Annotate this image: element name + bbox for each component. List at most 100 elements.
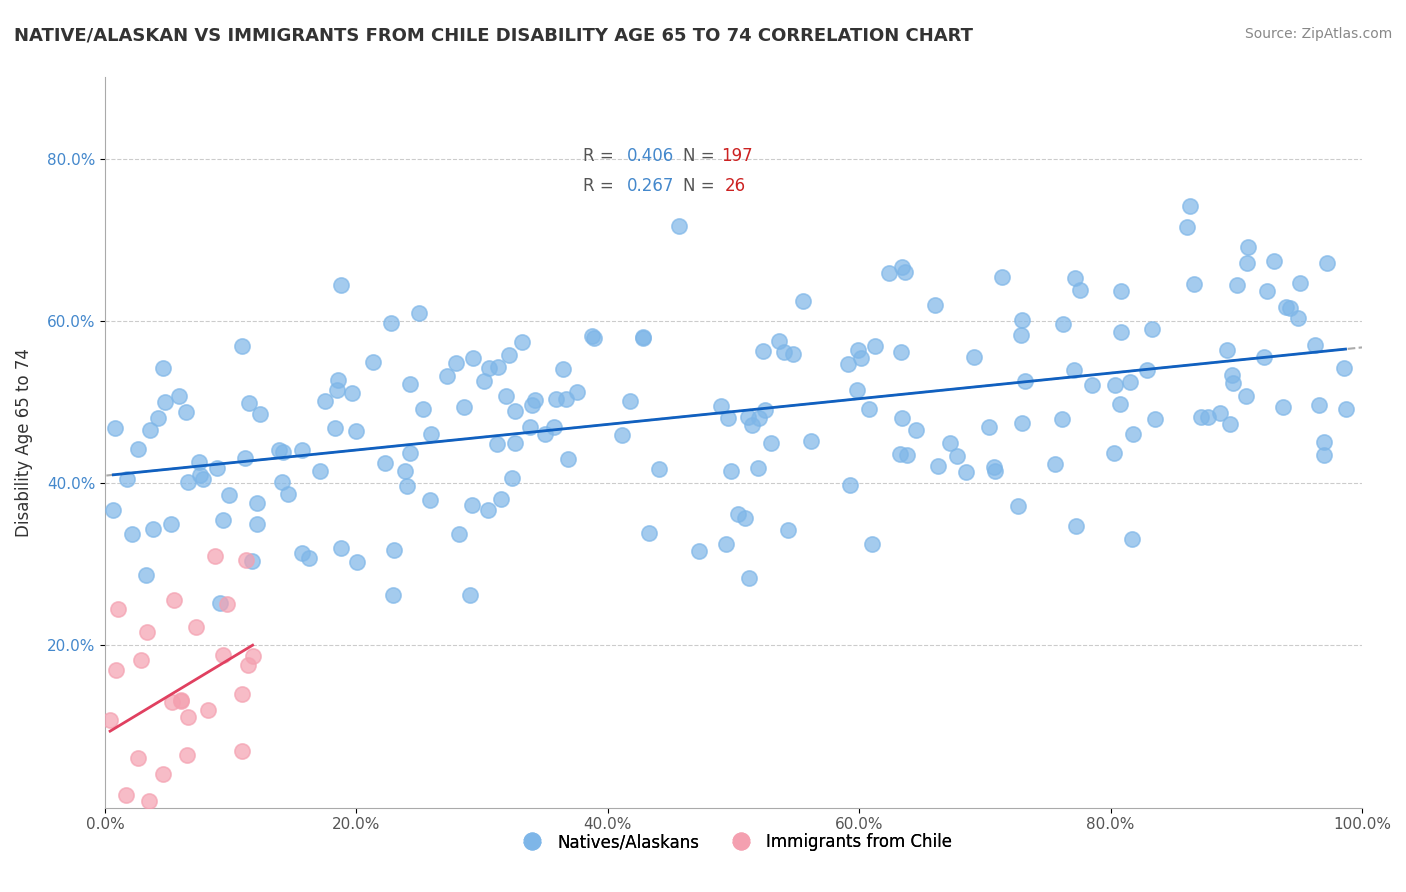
Point — [419, 493, 441, 508]
Point — [583, 331, 606, 345]
Point — [772, 345, 794, 359]
Point — [1104, 378, 1126, 392]
Point — [115, 788, 138, 802]
Point — [1216, 343, 1239, 357]
Point — [858, 401, 880, 416]
Point — [231, 687, 253, 701]
Point — [135, 624, 157, 639]
Point — [238, 658, 260, 673]
Point — [1063, 363, 1085, 377]
Point — [688, 543, 710, 558]
Point — [218, 487, 240, 501]
Point — [291, 442, 314, 457]
Point — [238, 395, 260, 409]
Point — [152, 767, 174, 781]
Point — [1140, 322, 1163, 336]
Point — [1182, 277, 1205, 292]
Point — [176, 748, 198, 763]
Point — [983, 459, 1005, 474]
Point — [498, 348, 520, 362]
Point — [382, 543, 405, 558]
Point — [534, 427, 557, 442]
Point — [727, 507, 749, 521]
Point — [121, 526, 143, 541]
Point — [1286, 311, 1309, 326]
Point — [1109, 397, 1132, 411]
Point — [905, 424, 928, 438]
Text: 197: 197 — [721, 147, 752, 165]
Point — [163, 593, 186, 607]
Point — [1209, 406, 1232, 420]
Point — [863, 339, 886, 353]
Point — [153, 395, 176, 409]
Point — [233, 451, 256, 466]
Y-axis label: Disability Age 65 to 74: Disability Age 65 to 74 — [15, 348, 32, 537]
Point — [955, 465, 977, 479]
Point — [177, 709, 200, 723]
Point — [242, 649, 264, 664]
Point — [138, 794, 160, 808]
Point — [1175, 219, 1198, 234]
Point — [453, 401, 475, 415]
Point — [197, 702, 219, 716]
Point — [1081, 377, 1104, 392]
Point — [270, 475, 292, 490]
Point — [800, 434, 823, 448]
Point — [849, 351, 872, 365]
Point — [747, 461, 769, 475]
Point — [1043, 458, 1066, 472]
Point — [519, 419, 541, 434]
Point — [1178, 199, 1201, 213]
Point — [1313, 448, 1336, 462]
Point — [344, 425, 367, 439]
Point — [1308, 398, 1330, 412]
Point — [186, 620, 208, 634]
Point — [399, 446, 422, 460]
Point — [1236, 256, 1258, 270]
Point — [1303, 338, 1326, 352]
Point — [503, 436, 526, 450]
Point — [342, 386, 364, 401]
Point — [477, 503, 499, 517]
Point — [129, 653, 152, 667]
Point — [328, 373, 350, 387]
Point — [501, 471, 523, 485]
Point — [215, 597, 238, 611]
Point — [890, 411, 912, 425]
Point — [927, 458, 949, 473]
Point — [420, 426, 443, 441]
Point — [520, 399, 543, 413]
Point — [1263, 254, 1285, 268]
Point — [408, 306, 430, 320]
Legend: Natives/Alaskans, Immigrants from Chile: Natives/Alaskans, Immigrants from Chile — [509, 826, 959, 858]
Point — [160, 516, 183, 531]
Point — [734, 511, 756, 525]
Point — [212, 513, 235, 527]
Point — [98, 713, 121, 727]
Point — [170, 693, 193, 707]
Point — [412, 401, 434, 416]
Point — [1279, 301, 1302, 316]
Point — [1219, 417, 1241, 432]
Point — [231, 338, 253, 352]
Point — [495, 389, 517, 403]
Point — [1222, 376, 1244, 390]
Point — [619, 393, 641, 408]
Point — [717, 410, 740, 425]
Point — [169, 389, 191, 403]
Point — [127, 442, 149, 457]
Point — [444, 356, 467, 370]
Point — [1334, 401, 1357, 416]
Point — [768, 334, 790, 348]
Point — [1226, 277, 1249, 292]
Point — [485, 437, 508, 451]
Point — [1316, 256, 1339, 270]
Point — [152, 361, 174, 376]
Point — [1064, 519, 1087, 533]
Point — [1271, 400, 1294, 414]
Point — [396, 479, 419, 493]
Point — [984, 464, 1007, 478]
Point — [737, 410, 759, 425]
Point — [142, 522, 165, 536]
Point — [191, 472, 214, 486]
